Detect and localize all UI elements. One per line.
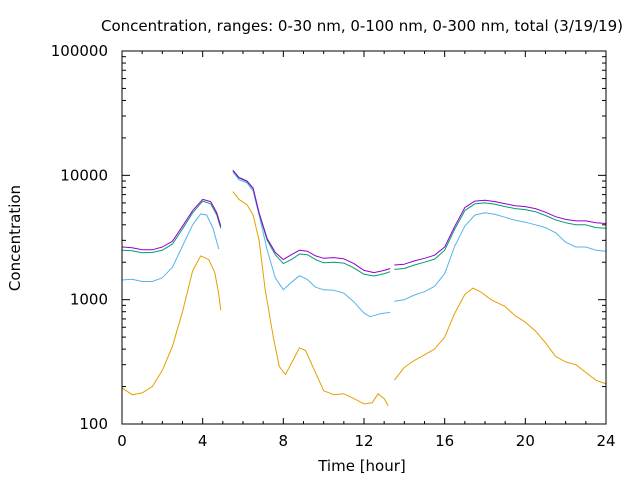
x-tick-label: 12 <box>354 432 373 450</box>
series-2-line-segment <box>121 213 220 282</box>
series-1-line-segment <box>121 255 222 396</box>
y-tick-label: 100 <box>79 415 108 433</box>
x-tick-label: 24 <box>596 432 615 450</box>
series-layer <box>121 169 607 407</box>
x-tick-label: 16 <box>435 432 454 450</box>
series-1-line-segment <box>232 191 389 407</box>
y-tick-label: 100000 <box>51 42 108 60</box>
series-3-line-segment <box>394 202 607 270</box>
series-2-line-segment <box>232 171 391 318</box>
series-4-line-segment <box>121 198 222 251</box>
chart-title: Concentration, ranges: 0-30 nm, 0-100 nm… <box>101 17 623 35</box>
x-axis-label: Time [hour] <box>317 457 406 475</box>
y-axis-label: Concentration <box>6 185 24 291</box>
y-tick-label: 1000 <box>70 291 108 309</box>
x-axis: 0 4 8 12 16 20 24 <box>117 51 616 450</box>
x-tick-label: 0 <box>117 432 127 450</box>
series-3-line-segment <box>232 170 391 277</box>
series-1-line-segment <box>393 287 607 385</box>
series-2-line-segment <box>394 212 607 302</box>
y-tick-label: 10000 <box>60 166 108 184</box>
x-tick-label: 20 <box>516 432 535 450</box>
x-tick-label: 4 <box>198 432 208 450</box>
series-4-line-segment <box>394 199 607 266</box>
x-tick-label: 8 <box>279 432 289 450</box>
plot-frame <box>121 50 607 425</box>
series-3-line-segment <box>121 200 222 254</box>
series-4-line-segment <box>232 169 391 274</box>
y-axis: 100 1000 10000 100000 <box>51 42 606 433</box>
